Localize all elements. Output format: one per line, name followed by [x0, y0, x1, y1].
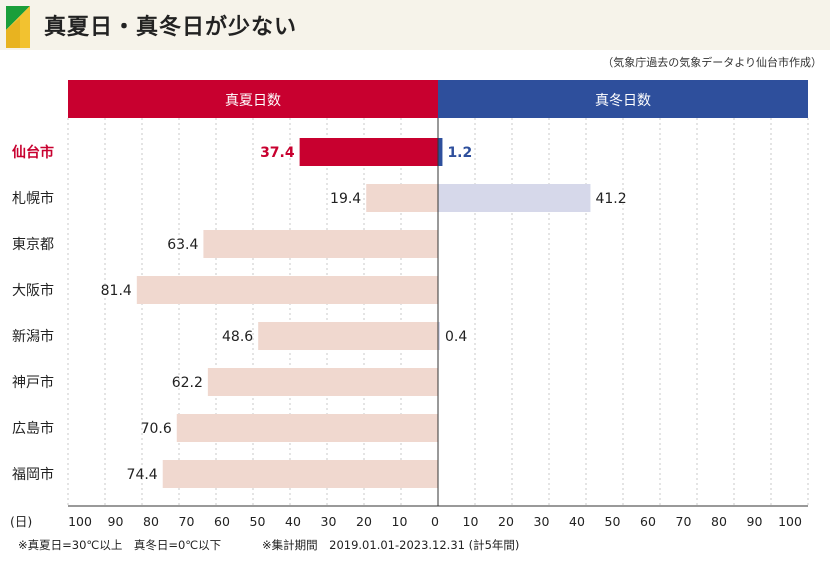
header-winter-label: 真冬日数: [595, 93, 651, 109]
header-summer-label: 真夏日数: [225, 93, 281, 109]
category-label: 神戸市: [12, 374, 54, 391]
x-axis-unit: (日): [10, 514, 32, 529]
x-tick-label: 50: [250, 514, 266, 529]
summer-value-label: 62.2: [172, 375, 203, 391]
summer-bar: [366, 184, 438, 212]
category-label: 新潟市: [12, 328, 54, 345]
x-tick-label: 60: [214, 514, 230, 529]
winter-value-label: 41.2: [595, 191, 626, 207]
winter-bar: [438, 322, 440, 350]
summer-bar: [203, 230, 438, 258]
x-tick-label: 60: [640, 514, 656, 529]
x-tick-label: 100: [68, 514, 92, 529]
x-tick-label: 20: [356, 514, 372, 529]
winter-bar: [438, 138, 443, 166]
x-tick-label: 40: [569, 514, 585, 529]
source-note: （気象庁過去の気象データより仙台市作成）: [602, 56, 822, 69]
x-tick-label: 30: [534, 514, 550, 529]
summer-value-label: 81.4: [101, 283, 132, 299]
x-tick-label: 40: [285, 514, 301, 529]
summer-bar: [136, 276, 438, 304]
x-tick-label: 0: [431, 514, 439, 529]
summer-bar: [176, 414, 438, 442]
category-label: 仙台市: [12, 144, 54, 161]
page-title: 真夏日・真冬日が少ない: [44, 15, 298, 40]
winter-value-label: 1.2: [447, 145, 472, 161]
summer-bar: [299, 138, 438, 166]
title-bar: 真夏日・真冬日が少ない: [0, 0, 830, 50]
x-tick-label: 50: [605, 514, 621, 529]
x-tick-label: 10: [392, 514, 408, 529]
header-winter: [438, 80, 808, 118]
x-tick-label: 90: [108, 514, 124, 529]
x-tick-label: 70: [676, 514, 692, 529]
category-label: 札幌市: [12, 190, 54, 207]
x-tick-label: 10: [463, 514, 479, 529]
summer-bar: [162, 460, 438, 488]
header-summer: [68, 80, 438, 118]
category-label: 大阪市: [12, 282, 54, 299]
summer-value-label: 37.4: [260, 145, 295, 161]
summer-value-label: 70.6: [141, 421, 172, 437]
summer-value-label: 63.4: [167, 237, 198, 253]
summer-value-label: 74.4: [127, 467, 158, 483]
summer-value-label: 19.4: [330, 191, 361, 207]
summer-bar: [207, 368, 438, 396]
x-tick-label: 70: [179, 514, 195, 529]
winter-value-label: 0.4: [445, 329, 467, 345]
title-accent-icon: [6, 6, 30, 48]
x-tick-label: 80: [143, 514, 159, 529]
category-label: 東京都: [12, 237, 54, 253]
summer-value-label: 48.6: [222, 329, 253, 345]
x-tick-label: 100: [778, 514, 802, 529]
winter-bar: [438, 184, 591, 212]
footnote-period: ※集計期間 2019.01.01-2023.12.31 (計5年間): [262, 538, 520, 552]
x-tick-label: 20: [498, 514, 514, 529]
category-label: 広島市: [12, 420, 54, 437]
category-label: 福岡市: [12, 466, 54, 483]
x-tick-label: 80: [711, 514, 727, 529]
x-tick-label: 90: [747, 514, 763, 529]
summer-bar: [258, 322, 438, 350]
x-tick-label: 30: [321, 514, 337, 529]
footnote-definition: ※真夏日=30℃以上 真冬日=0℃以下: [18, 538, 222, 552]
